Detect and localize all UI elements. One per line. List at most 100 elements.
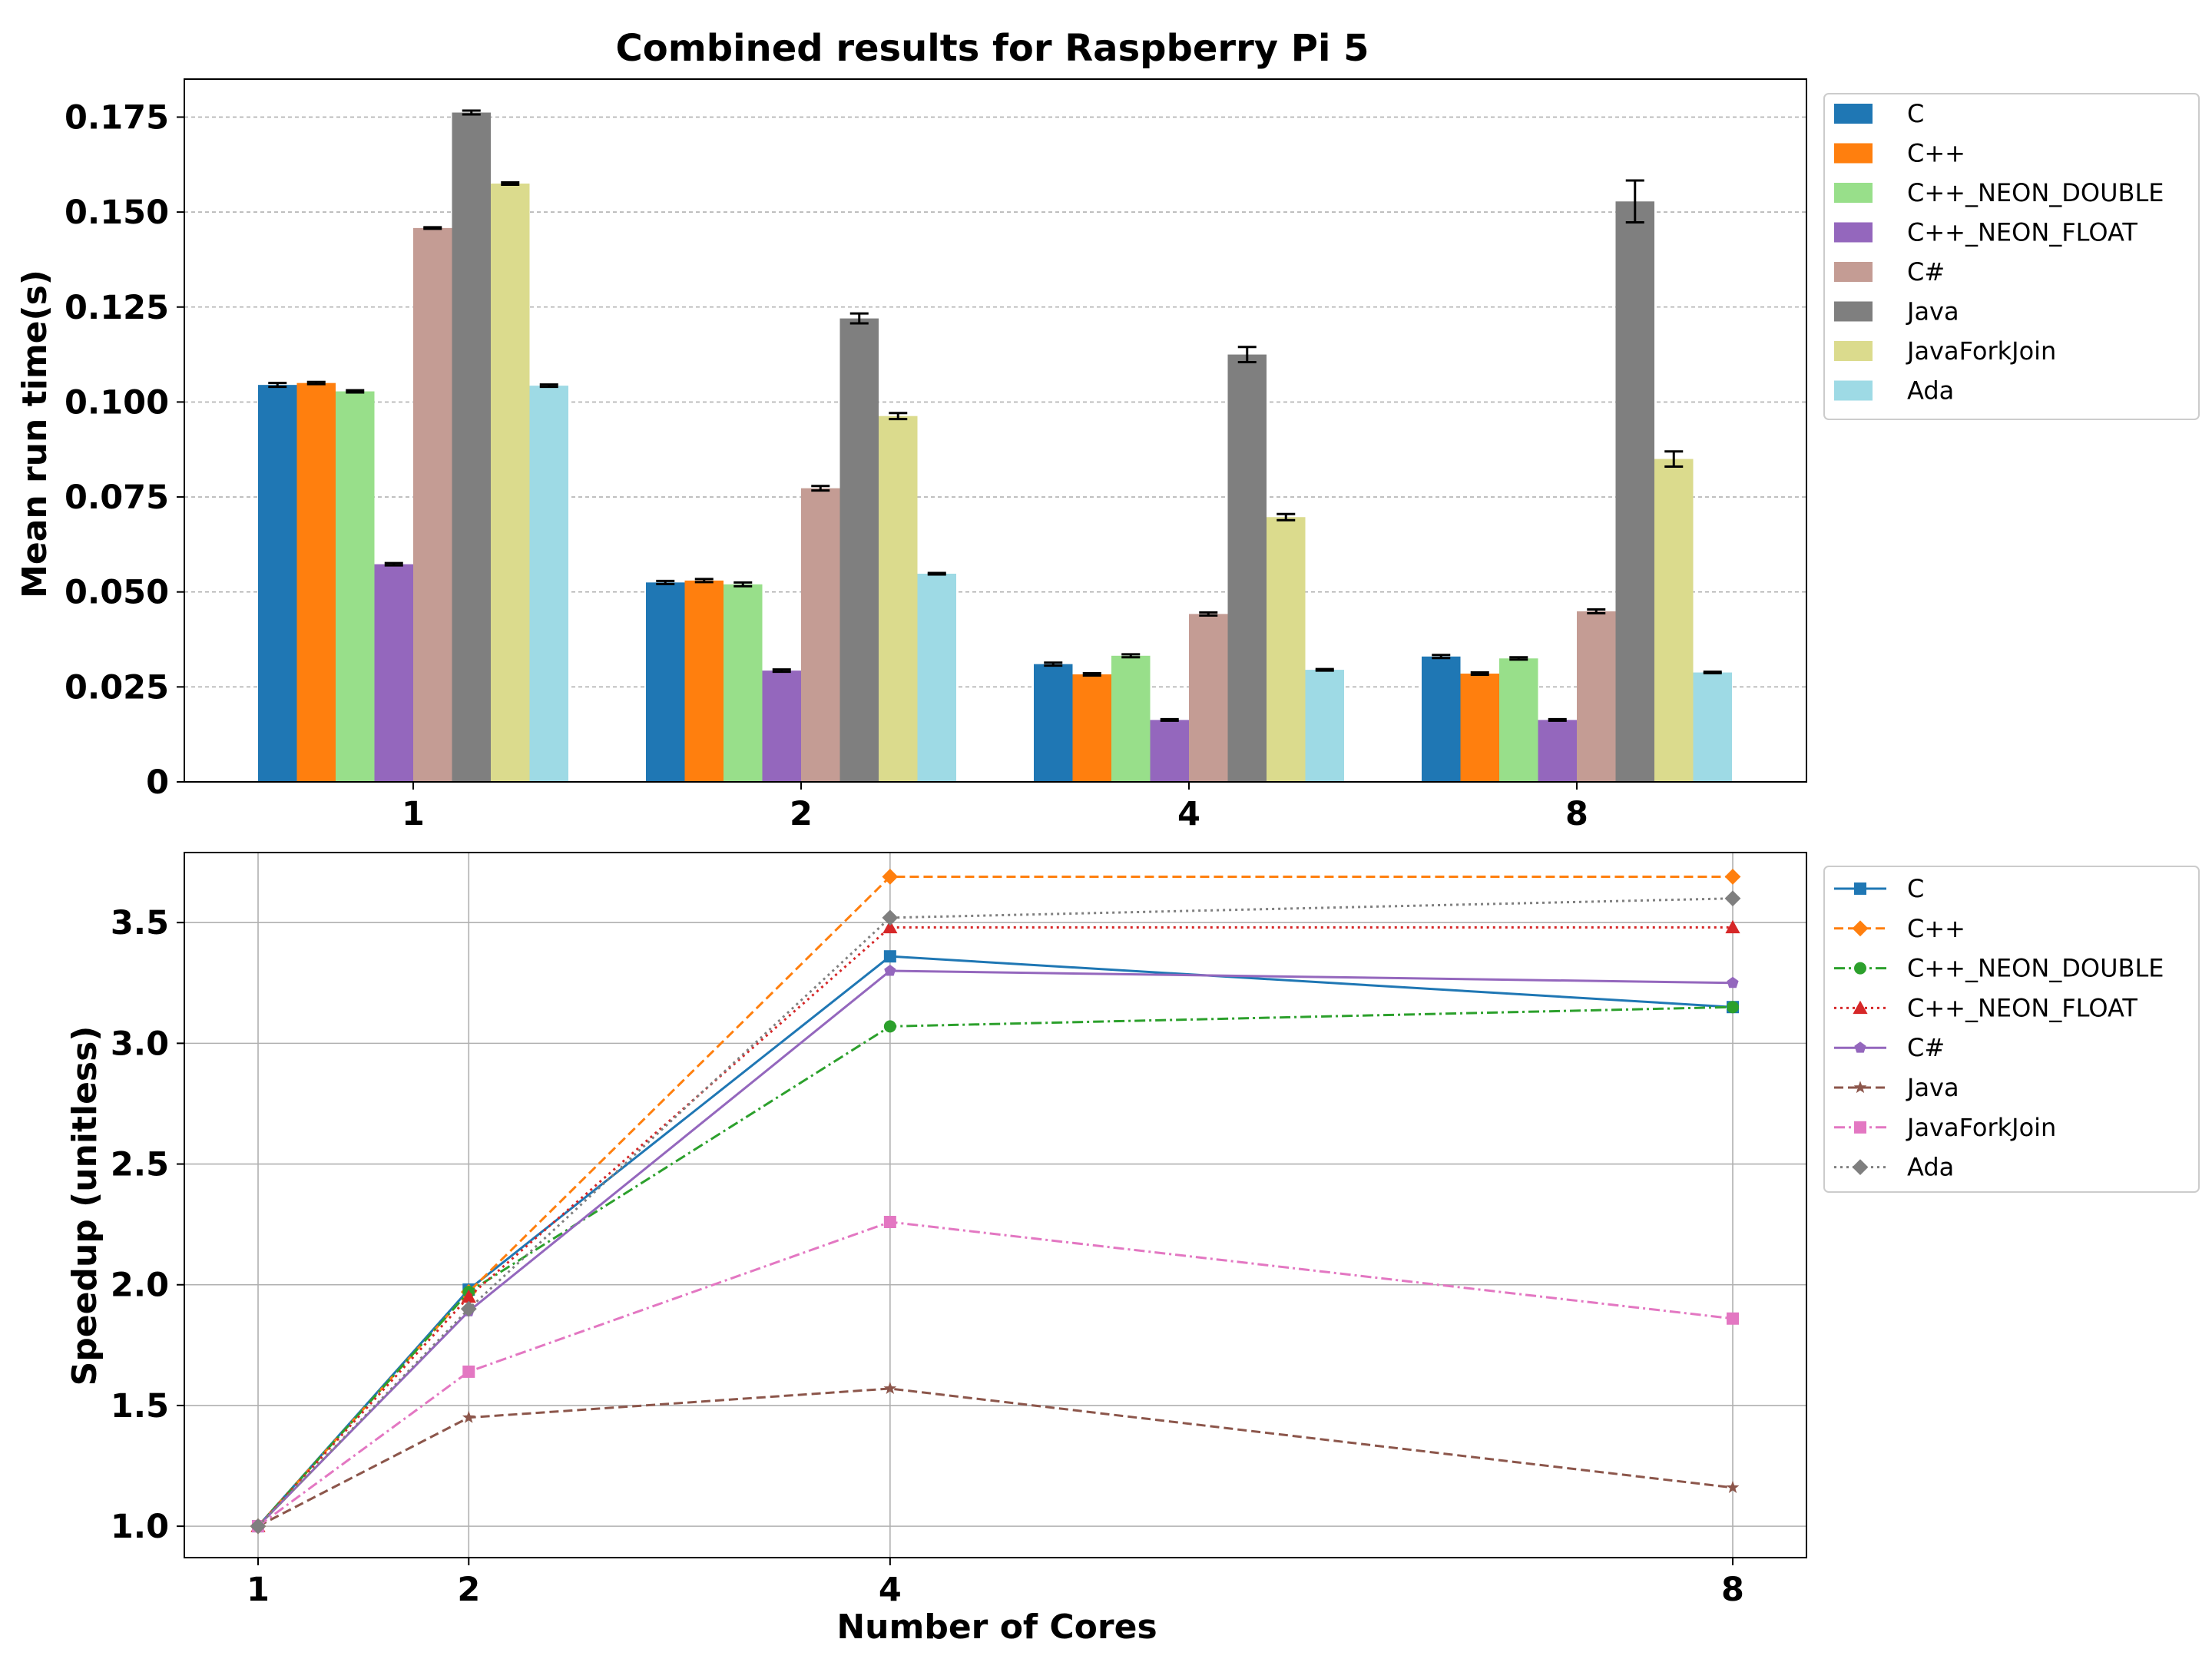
bar-c-neon-double-1 [336,391,375,782]
point-java-8 [1726,1481,1740,1493]
bar-javaforkjoin-4 [1267,517,1306,782]
bar-javaforkjoin-1 [491,184,530,782]
bar-legend-swatch-c [1834,262,1873,282]
line-y-tick-label: 3.5 [111,904,169,942]
point-c-4 [883,950,896,963]
line-x-axis-label: Number of Cores [836,1608,1157,1647]
bar-c-4 [1072,674,1111,782]
line-series-ada [250,890,1741,1535]
line-path-c [257,875,1733,1528]
bar-series-ada [529,383,1732,783]
line-legend-label-c-neon-float: C++_NEON_FLOAT [1907,993,2137,1022]
line-path-ada [257,897,1734,1528]
line-series-c [250,869,1741,1535]
bar-series-c-neon-double [336,389,1538,782]
bar-legend-frame [1823,93,2200,420]
line-plot-frame [184,852,1807,1558]
line-y-tick-label: 2.0 [111,1267,169,1305]
bar-java-8 [1615,201,1654,782]
bar-legend-swatch-c-neon-double [1834,183,1873,203]
bar-legend-label-javaforkjoin: JavaForkJoin [1906,336,2056,366]
bar-c-8 [1460,674,1499,782]
point-java-4 [883,1382,897,1395]
bar-legend: C C++ C++_NEON_DOUBLE C++_NEON_FLOAT C# Java J… [1823,93,2200,420]
bar-x-tick-label: 4 [1177,795,1200,833]
bar-y-tick-label: 0.075 [65,478,169,517]
bar-ada-4 [1305,670,1344,782]
line-legend: C C++ C++_NEON_DOUBLE C++_NEON_FLOAT C# Java J… [1823,866,2200,1193]
line-y-tick-label: 1.0 [111,1508,169,1546]
point-javaforkjoin-4 [883,1216,896,1229]
bar-legend-swatch-c [1834,143,1873,164]
point-javaforkjoin-2 [462,1365,475,1378]
bar-c-neon-float-4 [1150,720,1189,782]
bar-legend-label-ada: Ada [1907,376,1954,406]
bar-legend-label-c: C++ [1907,139,1965,168]
line-legend-marker-javaforkjoin [1854,1121,1866,1134]
point-ada-2 [460,1300,477,1317]
chart-title: Combined results for Raspberry Pi 5 [616,27,1369,70]
bar-series-java [452,109,1654,783]
point-c-neon-float-2 [461,1289,476,1303]
bar-y-axis-label: Mean run time(s) [15,270,55,598]
line-legend-marker-java [1853,1081,1867,1094]
line-series-c-neon-double [252,1001,1739,1533]
line-x-tick-label: 1 [247,1571,270,1609]
bar-chart-mean-run-time: 0 0.025 0.050 0.075 0.100 0.125 0.150 0.175 1 2 4 8 [65,78,1807,833]
bar-java-2 [839,318,879,782]
point-ada-1 [250,1518,267,1535]
bar-c-2 [801,488,840,782]
bar-y-tick-label: 0.175 [65,98,169,137]
line-series-c [252,965,1739,1532]
bar-c-neon-double-8 [1499,658,1538,782]
bar-c-4 [1189,614,1228,782]
line-legend-label-c: C++ [1907,914,1965,943]
line-path-javaforkjoin [257,1220,1734,1528]
bar-y-tick-label: 0.025 [65,668,169,707]
point-c-neon-double-4 [883,1020,896,1033]
bar-legend-label-java: Java [1906,297,1959,326]
line-y-tick-label: 2.5 [111,1146,169,1184]
bar-y-tick-label: 0.125 [65,289,169,327]
bar-series-c [258,382,1461,782]
bar-java-1 [452,112,491,783]
bar-legend-swatch-ada [1834,380,1873,401]
point-c-neon-double-8 [1727,1001,1739,1014]
line-x-tick-label: 4 [879,1571,902,1609]
bar-c-neon-double-2 [724,584,763,782]
line-x-tick-label: 2 [457,1571,480,1609]
point-javaforkjoin-8 [1727,1312,1739,1325]
bar-ada-2 [917,573,956,782]
bar-y-tick-label: 0.050 [65,574,169,612]
line-series-c [252,950,1739,1533]
bar-ada-8 [1693,672,1732,782]
bar-java-4 [1227,354,1267,783]
bar-legend-label-c-neon-double: C++_NEON_DOUBLE [1907,178,2164,207]
point-c-neon-float-8 [1725,919,1740,934]
line-legend-marker-c-neon-float [1853,1000,1868,1015]
bar-series-c [296,380,1499,783]
line-legend-label-java: Java [1906,1073,1959,1102]
bar-x-tick-label: 8 [1565,795,1588,833]
point-c-8 [1727,976,1739,988]
line-legend-marker-c [1854,1041,1866,1053]
bar-legend-swatch-javaforkjoin [1834,341,1873,361]
bar-plot-frame [184,78,1807,783]
bar-legend-swatch-c-neon-float [1834,222,1873,243]
bar-c-8 [1422,656,1461,782]
bar-c-2 [646,582,685,782]
bar-javaforkjoin-8 [1654,459,1694,782]
bar-c-neon-float-8 [1538,720,1577,782]
bar-y-tick-label: 0.100 [65,383,169,422]
line-legend-marker-c [1852,920,1869,937]
point-ada-8 [1724,890,1741,907]
point-c-8 [1724,869,1741,885]
line-path-c-neon-double [257,1005,1734,1528]
bar-c-neon-double-4 [1111,655,1151,782]
bar-c-8 [1577,611,1616,782]
line-legend-frame [1823,866,2200,1193]
line-path-c [257,955,1734,1528]
bar-c-neon-float-1 [374,564,413,782]
line-y-tick-label: 1.5 [111,1387,169,1426]
